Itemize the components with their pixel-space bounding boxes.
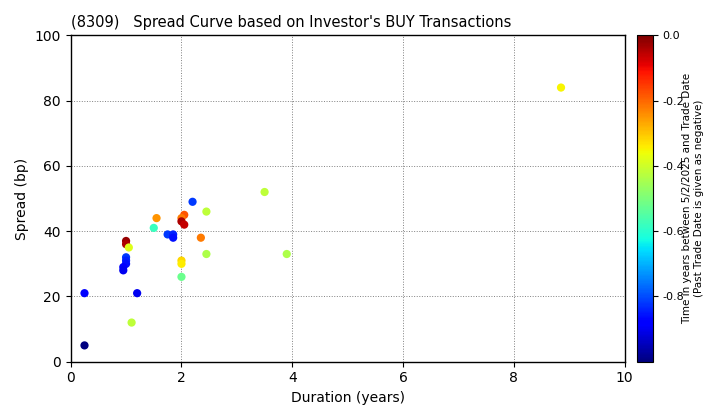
Point xyxy=(123,244,135,251)
Point xyxy=(186,198,198,205)
Point xyxy=(78,290,90,297)
Point xyxy=(281,251,292,257)
Point xyxy=(176,218,187,225)
Point xyxy=(126,319,138,326)
Point xyxy=(120,257,132,264)
Y-axis label: Spread (bp): Spread (bp) xyxy=(15,158,29,239)
Point xyxy=(117,264,129,270)
Text: (8309)   Spread Curve based on Investor's BUY Transactions: (8309) Spread Curve based on Investor's … xyxy=(71,15,511,30)
Point xyxy=(176,215,187,221)
Point xyxy=(201,208,212,215)
Point xyxy=(162,231,174,238)
Point xyxy=(120,260,132,267)
Point xyxy=(131,290,143,297)
Point xyxy=(167,231,179,238)
Point xyxy=(176,273,187,280)
Point xyxy=(120,254,132,261)
Point xyxy=(555,84,567,91)
Point xyxy=(179,212,190,218)
X-axis label: Duration (years): Duration (years) xyxy=(291,391,405,405)
Point xyxy=(150,215,162,221)
Point xyxy=(120,238,132,244)
Point xyxy=(195,234,207,241)
Point xyxy=(117,267,129,274)
Point xyxy=(179,221,190,228)
Point xyxy=(120,241,132,247)
Point xyxy=(176,257,187,264)
Point xyxy=(258,189,270,195)
Point xyxy=(201,251,212,257)
Point xyxy=(167,234,179,241)
Point xyxy=(78,342,90,349)
Point xyxy=(148,225,160,231)
Y-axis label: Time in years between 5/2/2025 and Trade Date
(Past Trade Date is given as negat: Time in years between 5/2/2025 and Trade… xyxy=(682,73,703,324)
Point xyxy=(176,260,187,267)
